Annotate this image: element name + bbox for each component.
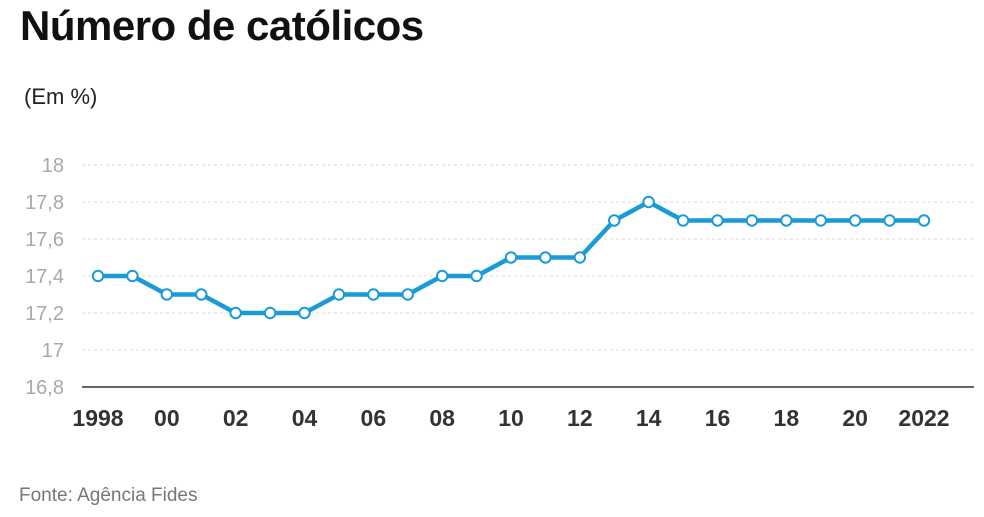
unit-label: (Em %) [24, 84, 98, 109]
y-tick-label: 16,8 [25, 377, 64, 399]
y-axis-ticks: 16,8 17 17,2 17,4 17,6 17,8 18 [25, 155, 64, 399]
data-point [504, 251, 518, 264]
x-tick-label: 04 [292, 405, 318, 431]
y-tick-label: 17,8 [25, 192, 64, 214]
data-point [917, 214, 931, 227]
chart-title: Número de católicos [20, 2, 424, 49]
data-point [711, 214, 724, 227]
x-tick-label: 02 [223, 405, 249, 431]
x-tick-label: 00 [154, 405, 180, 431]
data-point [401, 288, 414, 301]
data-point [435, 269, 449, 283]
data-point [367, 288, 380, 301]
data-point [126, 269, 139, 283]
data-point [229, 306, 242, 320]
data-point [814, 214, 827, 227]
data-point [883, 214, 896, 227]
data-point [470, 269, 483, 283]
data-points [91, 195, 931, 320]
data-point [848, 214, 862, 227]
gridlines [82, 164, 974, 351]
x-axis-ticks: 1998 00 02 04 06 08 10 12 14 16 18 20 2022 [72, 405, 949, 431]
data-point [573, 251, 587, 264]
y-tick-label: 17,2 [25, 303, 64, 325]
y-tick-label: 18 [42, 155, 64, 177]
data-point [263, 306, 277, 320]
data-point [539, 251, 552, 264]
x-tick-label: 12 [567, 405, 593, 431]
data-point [332, 288, 346, 301]
data-point [91, 269, 105, 283]
data-point [195, 288, 208, 301]
data-point [608, 214, 621, 227]
x-tick-label: 18 [774, 405, 800, 431]
x-tick-label: 06 [361, 405, 387, 431]
data-point [642, 195, 655, 209]
x-tick-label: 20 [842, 405, 868, 431]
x-tick-label: 1998 [72, 405, 123, 431]
y-tick-label: 17,6 [25, 229, 64, 251]
x-tick-label: 14 [636, 405, 662, 431]
y-tick-label: 17 [42, 340, 64, 362]
data-point [676, 214, 690, 227]
x-tick-label: 2022 [898, 405, 949, 431]
data-point [160, 288, 174, 301]
x-tick-label: 08 [429, 405, 455, 431]
x-tick-label: 10 [498, 405, 524, 431]
data-point [298, 306, 311, 320]
source-note: Fonte: Agência Fides [19, 485, 198, 506]
x-tick-label: 16 [705, 405, 731, 431]
data-point [780, 214, 793, 227]
y-tick-label: 17,4 [25, 266, 64, 288]
data-point [745, 214, 759, 227]
